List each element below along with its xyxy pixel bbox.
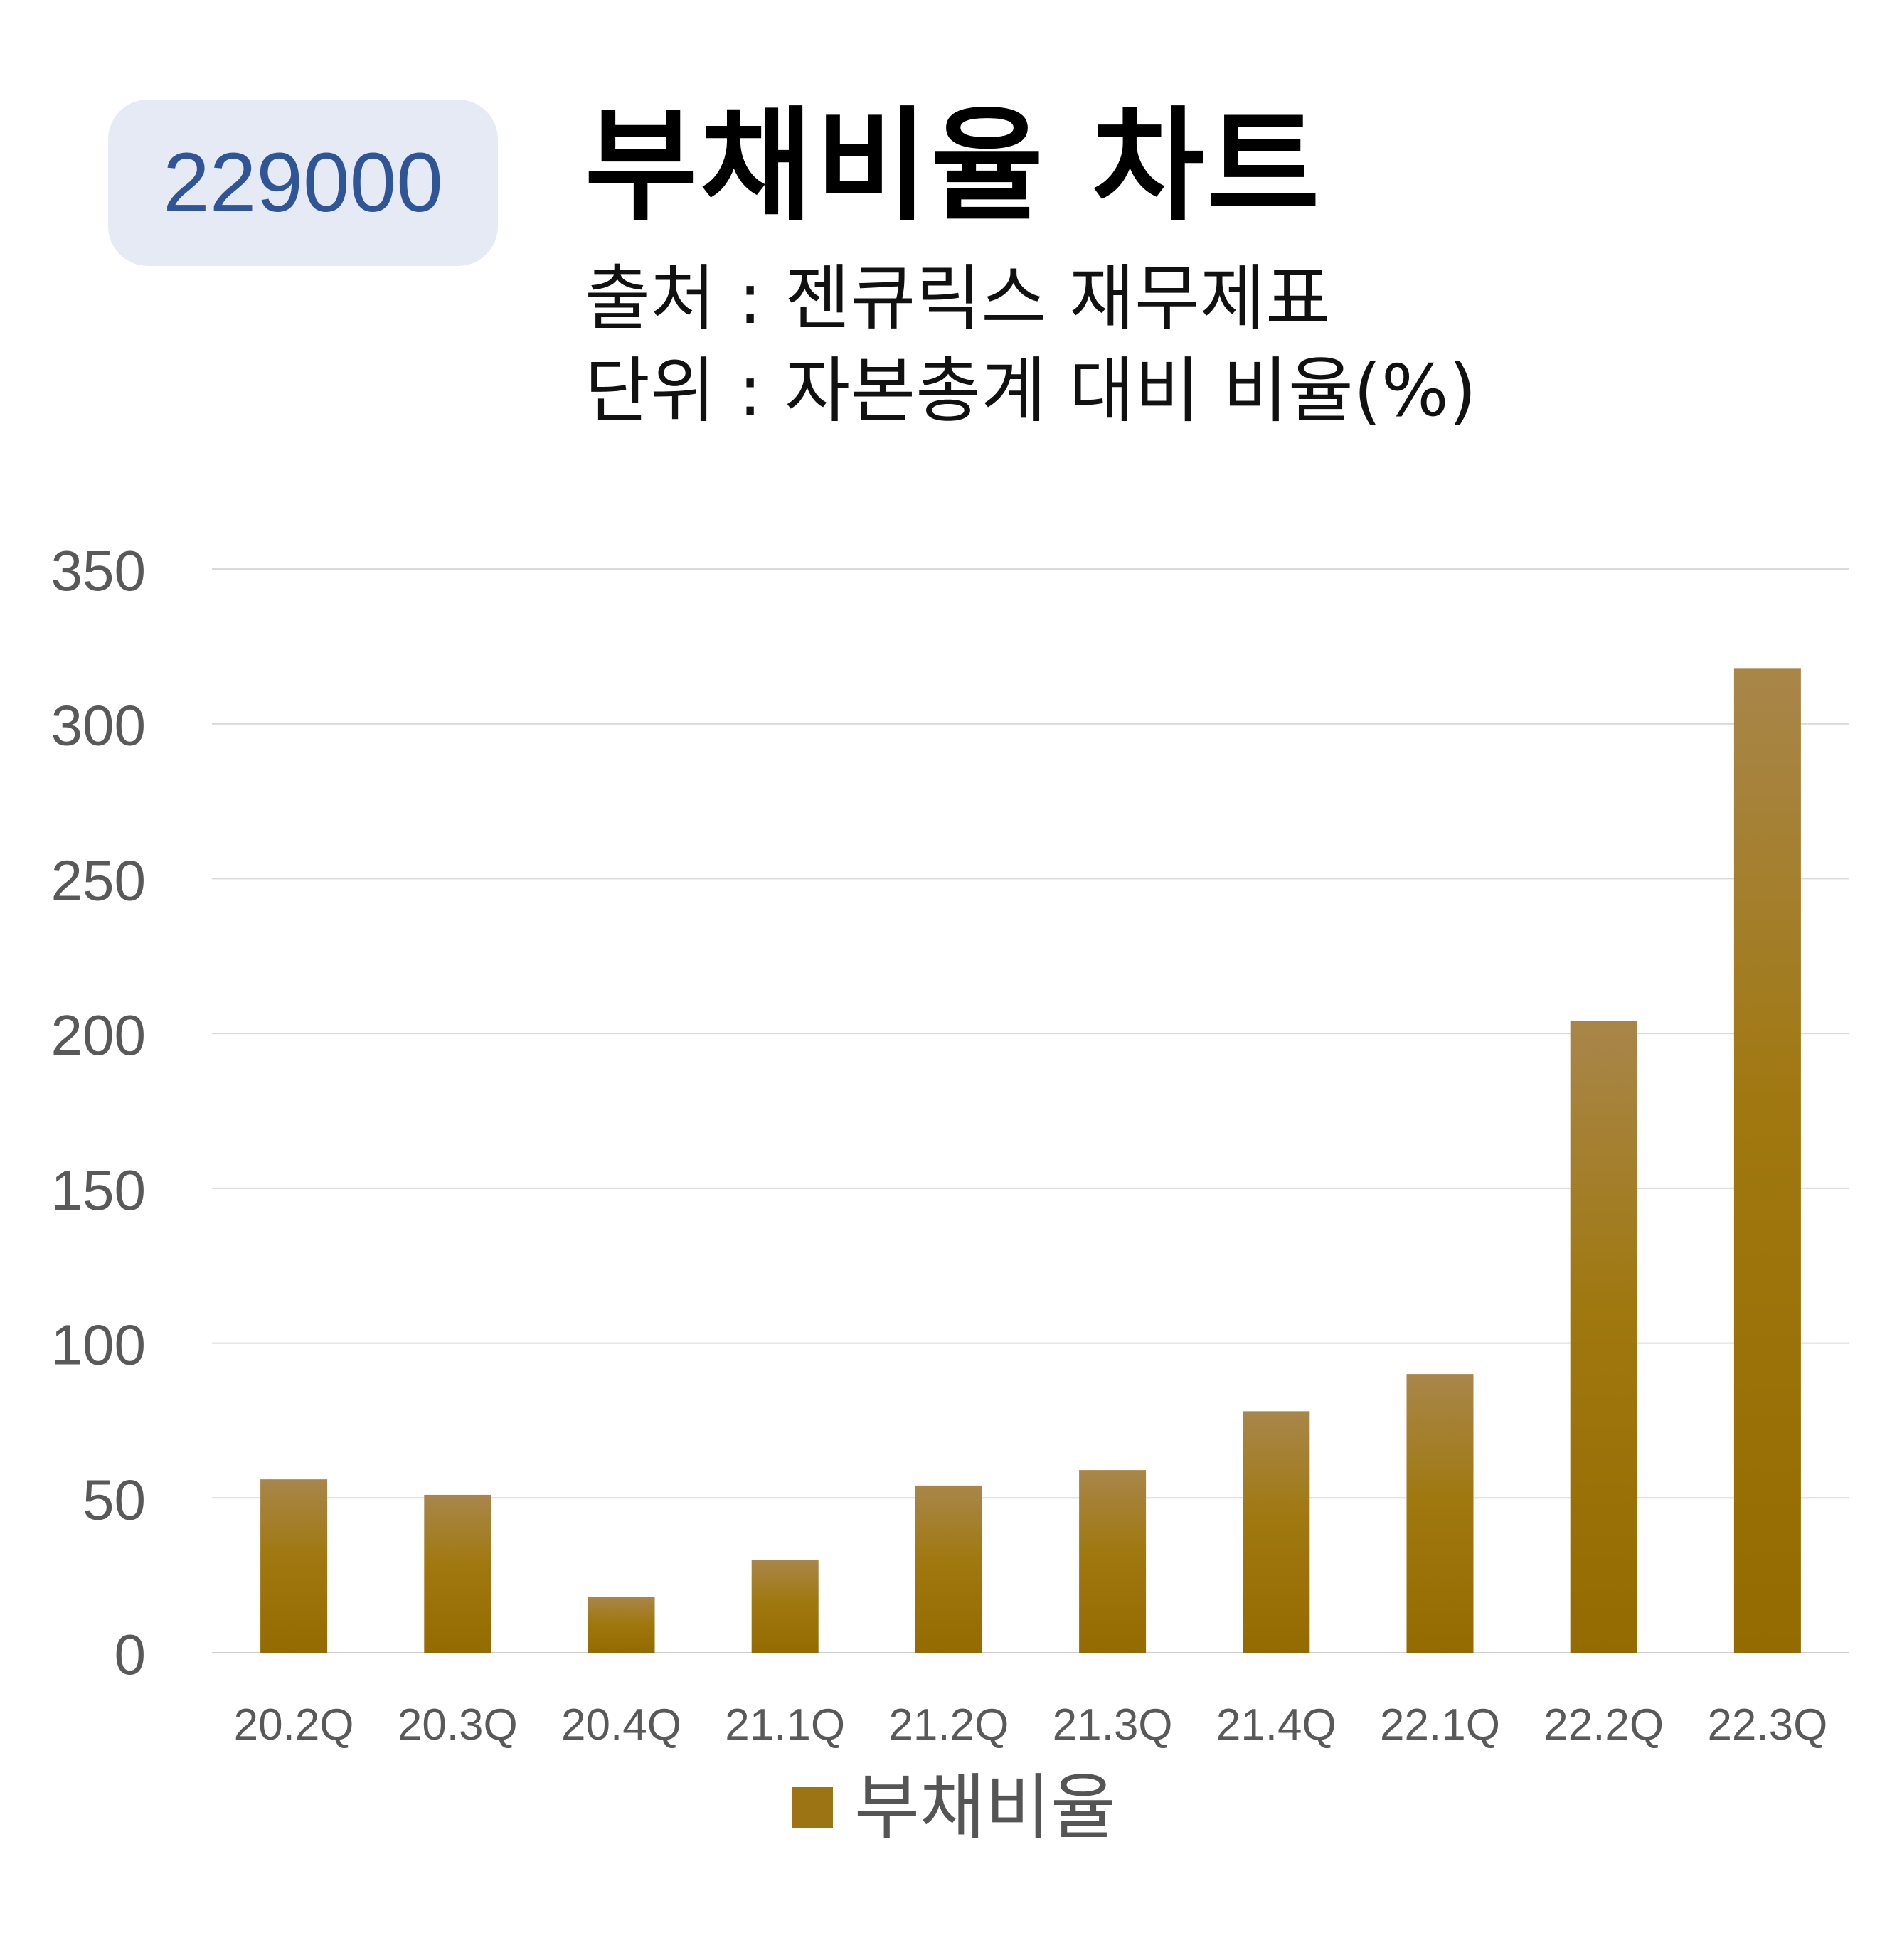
x-tick-label: 21.2Q bbox=[888, 1700, 1009, 1749]
x-tick-label: 22.2Q bbox=[1543, 1700, 1664, 1749]
unit-label: 단위 : 자본총계 대비 비율(%) bbox=[585, 349, 1477, 432]
bar-21.1Q bbox=[751, 1560, 819, 1653]
bar-21.3Q bbox=[1079, 1470, 1147, 1653]
y-tick-label: 0 bbox=[115, 1623, 147, 1686]
legend-label: 부채비율 bbox=[854, 1766, 1116, 1849]
y-tick-label: 150 bbox=[51, 1159, 146, 1222]
x-axis-ticks: 20.2Q 20.3Q 20.4Q 21.1Q 21.2Q 21.3Q 21.4Q 22.1Q… bbox=[234, 1700, 1828, 1749]
x-tick-label: 20.4Q bbox=[561, 1700, 681, 1749]
bar-20.3Q bbox=[424, 1494, 491, 1653]
x-tick-label: 20.2Q bbox=[234, 1700, 354, 1749]
bar-22.3Q bbox=[1733, 668, 1801, 1653]
bar-21.4Q bbox=[1243, 1411, 1310, 1653]
x-tick-label: 21.4Q bbox=[1216, 1700, 1337, 1749]
stock-code-badge: 229000 bbox=[108, 100, 498, 266]
y-axis-ticks: 0 50 100 150 200 250 300 350 bbox=[51, 539, 146, 1686]
source-label: 출처 : 젠큐릭스 재무제표 bbox=[585, 257, 1332, 340]
x-tick-label: 21.3Q bbox=[1053, 1700, 1173, 1749]
y-tick-label: 300 bbox=[51, 694, 146, 757]
bar-20.2Q bbox=[260, 1479, 328, 1653]
y-tick-label: 350 bbox=[51, 539, 146, 602]
y-tick-label: 200 bbox=[51, 1003, 146, 1067]
bar-21.2Q bbox=[915, 1485, 982, 1653]
x-tick-label: 22.1Q bbox=[1380, 1700, 1500, 1749]
bar-22.2Q bbox=[1570, 1021, 1637, 1653]
y-tick-label: 100 bbox=[51, 1314, 146, 1377]
y-tick-label: 50 bbox=[83, 1468, 146, 1531]
x-tick-label: 22.3Q bbox=[1707, 1700, 1827, 1749]
bar-22.1Q bbox=[1406, 1374, 1474, 1653]
x-tick-label: 21.1Q bbox=[725, 1700, 845, 1749]
legend: 부채비율 bbox=[792, 1772, 1116, 1843]
x-tick-label: 20.3Q bbox=[398, 1700, 518, 1749]
stock-code: 229000 bbox=[163, 136, 443, 230]
chart-title: 부채비율 차트 bbox=[585, 95, 1323, 238]
legend-swatch bbox=[792, 1787, 833, 1828]
y-tick-label: 250 bbox=[51, 848, 146, 912]
bars bbox=[260, 668, 1801, 1653]
bar-20.4Q bbox=[588, 1597, 655, 1653]
